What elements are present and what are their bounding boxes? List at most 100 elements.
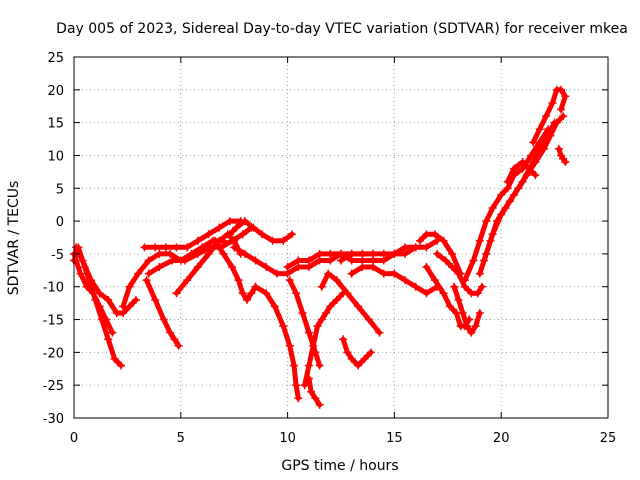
y-tick-label: 5	[56, 182, 64, 197]
data-point-marker	[304, 374, 313, 383]
data-point-marker	[243, 295, 252, 304]
data-point-marker	[497, 190, 506, 199]
data-point-marker	[326, 302, 335, 311]
data-point-marker	[290, 361, 299, 370]
data-point-marker	[454, 295, 463, 304]
data-point-marker	[240, 217, 249, 226]
data-point-marker	[168, 256, 177, 265]
y-tick-label: -15	[43, 314, 64, 329]
series-arc5	[142, 276, 183, 350]
data-point-marker	[294, 256, 303, 265]
data-point-marker	[172, 289, 181, 298]
series-arc27	[480, 118, 559, 265]
data-point-marker	[257, 230, 266, 239]
data-point-marker	[390, 249, 399, 258]
data-point-marker	[311, 394, 320, 403]
data-point-marker	[503, 177, 512, 186]
data-point-marker	[324, 269, 333, 278]
data-point-marker	[262, 263, 271, 272]
data-point-marker	[354, 361, 363, 370]
data-point-marker	[473, 289, 482, 298]
data-point-marker	[140, 243, 149, 252]
data-point-marker	[315, 249, 324, 258]
data-point-marker	[110, 354, 119, 363]
series-arc19	[337, 236, 442, 265]
data-point-marker	[379, 269, 388, 278]
data-point-marker	[95, 302, 104, 311]
data-point-marker	[469, 256, 478, 265]
data-point-marker	[358, 263, 367, 272]
data-point-marker	[279, 322, 288, 331]
data-point-marker	[144, 256, 153, 265]
data-point-marker	[144, 269, 153, 278]
data-point-marker	[422, 289, 431, 298]
data-point-marker	[529, 158, 538, 167]
y-tick-label: -20	[43, 346, 64, 361]
data-point-marker	[313, 322, 322, 331]
x-tick-label: 20	[493, 431, 510, 446]
data-point-marker	[228, 263, 237, 272]
data-point-marker	[134, 269, 143, 278]
data-point-marker	[439, 289, 448, 298]
series-trace	[253, 284, 301, 401]
data-point-marker	[475, 269, 484, 278]
data-point-marker	[317, 315, 326, 324]
data-point-marker	[151, 295, 160, 304]
series-trace	[462, 126, 551, 283]
data-point-marker	[304, 361, 313, 370]
data-point-marker	[172, 243, 181, 252]
data-point-marker	[181, 256, 190, 265]
data-point-marker	[322, 308, 331, 317]
data-point-marker	[475, 236, 484, 245]
data-point-marker	[364, 315, 373, 324]
data-point-marker	[430, 276, 439, 285]
data-point-marker	[539, 138, 548, 147]
series-arc26	[475, 112, 568, 278]
data-point-marker	[358, 249, 367, 258]
series-arc29	[529, 85, 570, 147]
grid-lines	[74, 57, 608, 418]
data-point-marker	[304, 256, 313, 265]
data-point-marker	[332, 276, 341, 285]
x-tick-label: 0	[70, 431, 78, 446]
data-point-marker	[104, 335, 113, 344]
series-trace	[338, 238, 440, 263]
x-tick-label: 25	[600, 431, 617, 446]
data-point-marker	[347, 249, 356, 258]
series-arc8	[172, 230, 245, 298]
data-point-marker	[450, 282, 459, 291]
y-tick-label: -10	[43, 281, 64, 296]
data-point-marker	[234, 276, 243, 285]
series-arc28	[503, 158, 540, 186]
data-point-marker	[369, 263, 378, 272]
data-point-marker	[232, 223, 241, 232]
data-point-marker	[471, 322, 480, 331]
data-point-marker	[337, 256, 345, 265]
series-arc21	[416, 230, 465, 278]
data-point-marker	[529, 138, 538, 147]
data-point-marker	[482, 217, 491, 226]
y-tick-label: 25	[47, 51, 64, 66]
data-point-marker	[285, 341, 294, 350]
data-point-marker	[347, 269, 356, 278]
data-point-marker	[161, 243, 170, 252]
data-point-marker	[561, 158, 570, 167]
plot-frame	[73, 56, 609, 419]
y-tick-label: 15	[47, 117, 64, 132]
data-point-marker	[155, 249, 164, 258]
series-trace	[146, 225, 254, 277]
data-point-marker	[460, 276, 469, 285]
data-point-marker	[89, 289, 98, 298]
data-point-marker	[225, 230, 234, 239]
data-point-marker	[304, 328, 313, 337]
data-point-marker	[343, 348, 352, 357]
data-point-marker	[454, 269, 463, 278]
data-point-marker	[270, 302, 279, 311]
data-point-marker	[467, 328, 476, 337]
data-point-marker	[430, 230, 439, 239]
data-point-marker	[183, 243, 192, 252]
data-point-marker	[131, 295, 140, 304]
data-point-marker	[193, 263, 202, 272]
data-point-marker	[433, 249, 442, 258]
data-point-marker	[518, 177, 527, 186]
